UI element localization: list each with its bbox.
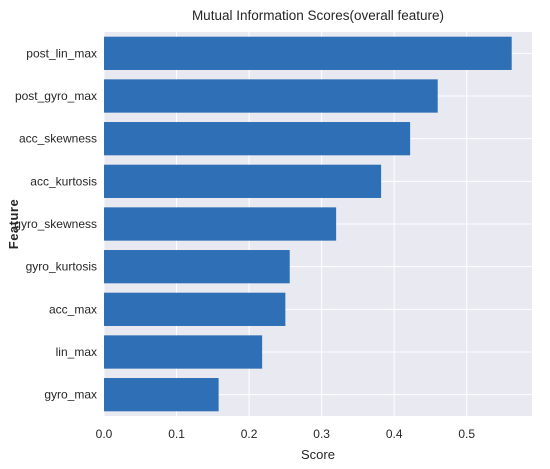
y-tick-label: gyro_kurtosis	[26, 260, 97, 274]
chart-title: Mutual Information Scores(overall featur…	[192, 8, 444, 23]
bar-gyro-max	[104, 378, 219, 412]
bar-gyro-skewness	[104, 207, 337, 241]
y-tick-label: acc_skewness	[19, 132, 97, 146]
bar-acc-skewness	[104, 122, 411, 156]
bar-lin-max	[104, 335, 263, 369]
x-tick-label: 0.0	[96, 427, 113, 441]
x-tick-label: 0.2	[241, 427, 258, 441]
x-tick-label: 0.4	[386, 427, 403, 441]
y-tick-label: lin_max	[56, 345, 97, 359]
bar-post-gyro-max	[104, 79, 438, 113]
x-tick-label: 0.3	[313, 427, 330, 441]
y-tick-label: acc_kurtosis	[30, 174, 97, 188]
y-tick-label: gyro_skewness	[14, 217, 97, 231]
bar-gyro-kurtosis	[104, 250, 290, 284]
bar-post-lin-max	[104, 36, 512, 70]
y-tick-labels: post_lin_max post_gyro_max acc_skewnessacc…	[14, 46, 97, 401]
x-axis-title: Score	[301, 447, 335, 462]
y-tick-label: gyro_max	[44, 388, 97, 402]
bars	[104, 36, 512, 412]
x-tick-label: 0.5	[458, 427, 475, 441]
y-tick-label: post_gyro_max	[15, 89, 97, 103]
bar-acc-kurtosis	[104, 164, 382, 198]
x-tick-label: 0.1	[168, 427, 185, 441]
y-tick-label: acc_max	[49, 302, 97, 316]
x-tick-labels: 0.0 0.1 0.2 0.3 0.4 0.5	[96, 427, 476, 441]
y-axis-title: Feature	[6, 199, 21, 249]
y-tick-label: post_lin_max	[26, 46, 97, 60]
bar-acc-max	[104, 292, 286, 326]
